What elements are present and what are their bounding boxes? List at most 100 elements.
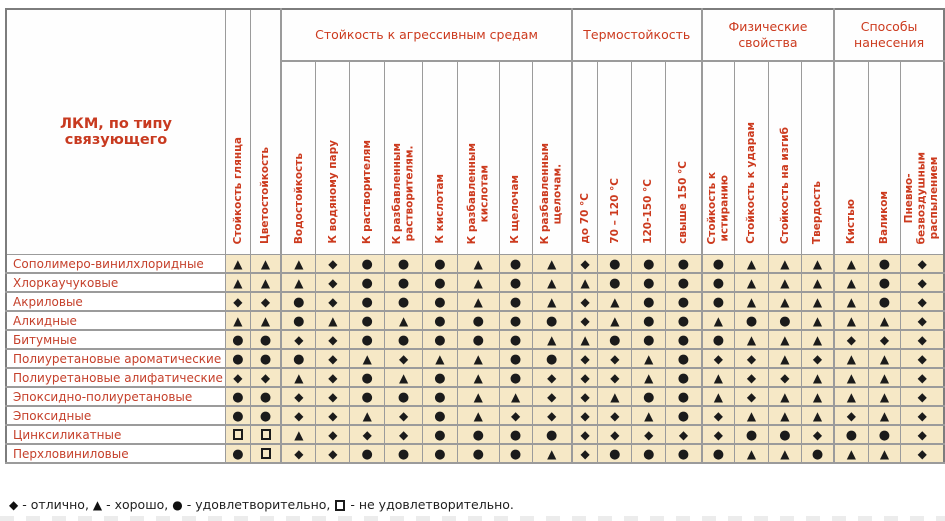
symbol-cell: ◆ (900, 291, 945, 312)
legend-text: - удовлетворительно, (182, 497, 335, 512)
triangle-symbol: ▲ (260, 257, 271, 271)
symbol-cell: ● (700, 272, 736, 293)
legend-text: - отлично, (18, 497, 93, 512)
symbol-cell: ● (498, 443, 533, 464)
symbol-cell: ◆ (570, 367, 599, 388)
triangle-symbol: ▲ (746, 409, 757, 423)
symbol-cell: ● (384, 443, 423, 464)
symbol-cell: ● (700, 443, 736, 464)
circle-symbol: ● (878, 428, 891, 443)
circle-symbol: ● (677, 371, 690, 386)
triangle-symbol: ▲ (812, 371, 823, 385)
diamond-symbol: ◆ (917, 371, 927, 385)
symbol-cell: ▲ (456, 405, 500, 426)
symbol-cell: ● (631, 291, 667, 312)
diamond-symbol: ◆ (917, 447, 927, 461)
diamond-symbol: ◆ (328, 428, 338, 442)
symbol-cell: ▲ (800, 367, 835, 388)
circle-symbol: ● (878, 257, 891, 272)
symbol-cell: ◆ (315, 424, 351, 445)
symbol-cell: ● (384, 329, 423, 350)
symbol-cell: ● (349, 272, 386, 293)
diamond-symbol: ◆ (328, 352, 338, 366)
circle-symbol: ● (643, 257, 655, 272)
circle-symbol: ● (172, 498, 183, 512)
circle-symbol: ● (845, 428, 858, 443)
symbol-cell: ● (249, 386, 282, 407)
column-header-label: К растворителям (360, 139, 373, 244)
symbol-cell: ● (867, 424, 902, 445)
symbol-cell: ▲ (531, 254, 573, 274)
diamond-symbol: ◆ (233, 371, 243, 385)
diamond-symbol: ◆ (812, 428, 823, 442)
diamond-symbol: ◆ (713, 409, 723, 423)
triangle-symbol: ▲ (746, 276, 757, 290)
column-header-label: К щелочам (509, 175, 522, 244)
symbol-cell: ▲ (597, 310, 633, 331)
diamond-symbol: ◆ (260, 371, 271, 385)
circle-symbol: ● (259, 333, 272, 348)
symbol-cell: ● (631, 386, 667, 407)
triangle-symbol: ▲ (812, 409, 823, 423)
symbol-cell: ▲ (833, 443, 869, 464)
triangle-symbol: ▲ (846, 447, 856, 461)
table-row: Акриловые ◆ ◆ ● ◆ ● ● ● ▲ ● ▲ ◆ ▲ ● ● ● ▲ ▲ ▲ ▲ ● ◆ (5, 291, 945, 312)
symbol-cell: ◆ (315, 443, 351, 464)
row-label: Хлоркаучуковые (5, 272, 226, 293)
circle-symbol: ● (779, 314, 791, 329)
diamond-symbol: ◆ (917, 352, 927, 366)
triangle-symbol: ▲ (547, 295, 557, 309)
column-header-label: Цветостойкость (259, 147, 272, 244)
symbol-cell: ◆ (570, 443, 599, 464)
circle-symbol: ● (878, 276, 891, 291)
triangle-symbol: ▲ (879, 371, 890, 385)
symbol-cell: ▲ (800, 310, 835, 331)
symbol-cell: ● (349, 310, 386, 331)
symbol-cell: ◆ (767, 367, 802, 388)
symbol-cell: ▲ (767, 348, 802, 369)
circle-symbol: ● (434, 314, 446, 329)
triangle-symbol: ▲ (473, 390, 483, 404)
symbol-cell: ● (665, 443, 703, 464)
symbol-cell: ● (422, 310, 458, 331)
symbol-cell: ● (249, 405, 282, 426)
symbol-cell: ▲ (456, 386, 500, 407)
symbol-cell: ◆ (384, 424, 423, 445)
circle-symbol: ● (712, 276, 725, 291)
symbol-cell: ▲ (280, 367, 317, 388)
symbol-cell: ◆ (498, 405, 533, 426)
diamond-symbol: ◆ (9, 498, 19, 512)
column-header: Стойкость глянца (224, 8, 251, 255)
symbol-cell: ▲ (384, 367, 423, 388)
symbol-cell: ◆ (570, 348, 599, 369)
cutoff-text-remnant (0, 516, 945, 521)
symbol-cell: ● (224, 348, 251, 369)
diamond-symbol: ◆ (328, 390, 338, 404)
symbol-cell: ▲ (833, 310, 869, 331)
symbol-cell: ◆ (900, 310, 945, 331)
column-header: Стойкость к истиранию (700, 60, 736, 255)
diamond-symbol: ◆ (917, 409, 927, 423)
row-label: Сополимеро-винилхлоридные (5, 254, 226, 274)
symbol-cell: ◆ (700, 405, 736, 426)
symbol-cell: ◆ (384, 348, 423, 369)
symbol-cell: ● (456, 329, 500, 350)
symbol-cell: ◆ (900, 367, 945, 388)
table-row: Перхловиниловые ● ◆ ◆ ● ● ● ● ● ▲ ◆ ● ● ● ● ▲ ▲ ● ▲ ▲ ◆ (5, 443, 945, 464)
legend-text: - не удовлетворительно. (346, 497, 514, 512)
column-header-label: Кистью (845, 198, 858, 244)
circle-symbol: ● (472, 428, 484, 443)
triangle-symbol: ▲ (294, 276, 304, 290)
circle-symbol: ● (811, 447, 824, 462)
symbol-cell: ▲ (456, 367, 500, 388)
symbol-cell: ▲ (767, 254, 802, 274)
symbol-cell: ◆ (315, 272, 351, 293)
circle-symbol: ● (232, 447, 244, 462)
triangle-symbol: ▲ (473, 295, 483, 309)
diamond-symbol: ◆ (510, 409, 521, 423)
triangle-symbol: ▲ (879, 390, 890, 404)
circle-symbol: ● (509, 371, 522, 386)
symbol-cell: ● (498, 254, 533, 274)
diamond-symbol: ◆ (780, 371, 790, 385)
triangle-symbol: ▲ (713, 390, 723, 404)
